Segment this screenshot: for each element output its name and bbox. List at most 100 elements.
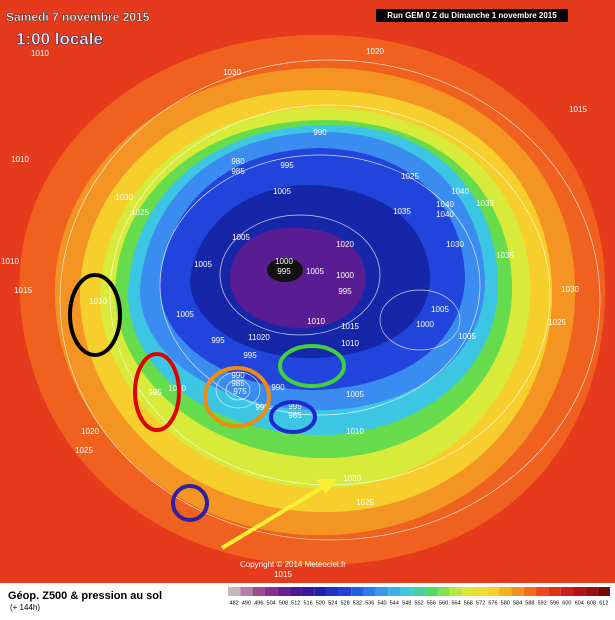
- scale-swatch: [388, 587, 401, 596]
- isobar-label: 980: [231, 157, 245, 166]
- isobar-label: 1040: [436, 210, 454, 219]
- scale-label: 604: [575, 600, 584, 606]
- isobar-label: 11020: [248, 333, 270, 342]
- scale-swatch: [499, 587, 512, 596]
- scale-swatch: [449, 587, 463, 596]
- isobar-label: 1025: [548, 318, 566, 327]
- scale-swatch: [400, 587, 413, 596]
- scale-swatch: [363, 587, 376, 596]
- scale-swatch: [437, 587, 450, 596]
- isobar-label: 1010: [89, 297, 107, 306]
- scale-swatch: [536, 587, 549, 596]
- scale-swatch: [585, 587, 598, 596]
- isobar-label: 1015: [274, 570, 292, 579]
- isobar-label: 1015: [569, 105, 587, 114]
- isobar-label: 1010: [1, 257, 19, 266]
- isobar-label: 1040: [451, 187, 469, 196]
- scale-label: 482: [230, 600, 239, 606]
- annotations: [68, 273, 346, 550]
- scale-swatch: [338, 587, 352, 596]
- scale-swatch: [573, 587, 586, 596]
- scale-swatch: [548, 587, 561, 596]
- isobar-label: 1020: [366, 47, 384, 56]
- isobars: [59, 59, 601, 541]
- scale-label: 524: [328, 600, 337, 606]
- scale-swatch: [301, 587, 315, 596]
- scale-swatch: [474, 587, 487, 596]
- scale-swatch: [486, 587, 500, 596]
- isobar-label: 990: [271, 383, 285, 392]
- isobar-label: 1035: [496, 251, 514, 260]
- scale-swatch: [462, 587, 475, 596]
- isobar-label: 1025: [356, 498, 374, 507]
- geopotential-field: [19, 34, 606, 566]
- run-info: Run GEM 0 Z du Dimanche 1 novembre 2015: [387, 11, 557, 20]
- scale-swatch: [289, 587, 302, 596]
- scale-label: 528: [340, 600, 349, 606]
- isobar-label: 1030: [343, 474, 361, 483]
- legend-subtitle: (+ 144h): [10, 603, 40, 612]
- isobar-label: 990: [231, 371, 245, 380]
- scale-label: 490: [242, 600, 251, 606]
- scale-label: 568: [464, 600, 473, 606]
- isobar-label: 1005: [194, 260, 212, 269]
- isobar-label: 995: [338, 287, 352, 296]
- isobar-label: 1040: [436, 200, 454, 209]
- isobar-label: 995: [280, 161, 294, 170]
- scale-label: 576: [488, 600, 497, 606]
- scale-label: 532: [353, 600, 362, 606]
- scale-swatch: [523, 587, 537, 596]
- isobar-label: 1025: [75, 446, 93, 455]
- scale-label: 552: [414, 600, 423, 606]
- isobar-label: 1020: [81, 427, 99, 436]
- scale-label: 588: [525, 600, 534, 606]
- scale-label: 564: [451, 600, 460, 606]
- legend-title: Géop. Z500 & pression au sol: [8, 590, 162, 602]
- isobar-label: 1020: [336, 240, 354, 249]
- scale-label: 496: [254, 600, 263, 606]
- scale-label: 580: [501, 600, 510, 606]
- isobar-label: 1035: [476, 199, 494, 208]
- scale-label: 584: [513, 600, 522, 606]
- isobar-label: 1035: [393, 207, 411, 216]
- isobar-label: 1030: [446, 240, 464, 249]
- isobar-label: 1010: [341, 339, 359, 348]
- isobar-label: 1010: [307, 317, 325, 326]
- scale-swatch: [252, 587, 265, 596]
- isobar-label: 985: [231, 167, 245, 176]
- scale-swatch: [228, 587, 241, 596]
- isobar-label: 995: [288, 402, 302, 411]
- scale-label: 520: [316, 600, 325, 606]
- scale-swatch: [511, 587, 524, 596]
- scale-label: 572: [476, 600, 485, 606]
- isobar-label: 1005: [176, 310, 194, 319]
- isobar-label: 995: [148, 388, 162, 397]
- scale-label: 596: [550, 600, 559, 606]
- isobar-label: 1005: [232, 233, 250, 242]
- scale-swatch: [326, 587, 339, 596]
- isobar-labels: 1010103010201015101010301025990980985995…: [1, 47, 587, 579]
- isobar-label: 1015: [341, 322, 359, 331]
- isobar-label: 990: [313, 128, 327, 137]
- isobar-label: 1010: [346, 427, 364, 436]
- isobar-label: 1005: [431, 305, 449, 314]
- scale-label: 512: [291, 600, 300, 606]
- scale-swatch: [351, 587, 364, 596]
- isobar-label: 995: [255, 403, 269, 412]
- scale-label: 536: [365, 600, 374, 606]
- scale-label: 548: [402, 600, 411, 606]
- isobar-label: 1030: [115, 193, 133, 202]
- scale-label: 540: [377, 600, 386, 606]
- isobar-label: 985: [288, 411, 302, 420]
- isobar-label: 1000: [336, 271, 354, 280]
- isobar-label: 1000: [275, 257, 293, 266]
- isobar-label: 1010: [11, 155, 29, 164]
- isobar-label: 985: [231, 379, 245, 388]
- color-scale: 482 490 496 504 508 512 516 520 524 528 532 536 540 5…: [228, 587, 610, 606]
- isobar-label: 1010: [31, 49, 49, 58]
- scale-swatch: [264, 587, 278, 596]
- scale-label: 600: [562, 600, 571, 606]
- scale-swatch: [240, 587, 253, 596]
- scale-swatch: [314, 587, 327, 596]
